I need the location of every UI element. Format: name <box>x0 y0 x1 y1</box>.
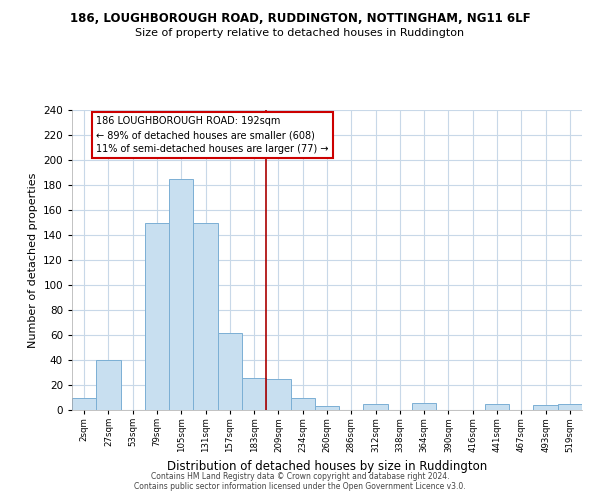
Bar <box>218 332 242 410</box>
Text: Contains public sector information licensed under the Open Government Licence v3: Contains public sector information licen… <box>134 482 466 491</box>
Bar <box>290 398 315 410</box>
Y-axis label: Number of detached properties: Number of detached properties <box>28 172 38 348</box>
X-axis label: Distribution of detached houses by size in Ruddington: Distribution of detached houses by size … <box>167 460 487 473</box>
Text: Size of property relative to detached houses in Ruddington: Size of property relative to detached ho… <box>136 28 464 38</box>
Bar <box>315 406 339 410</box>
Bar <box>485 404 509 410</box>
Bar <box>145 222 169 410</box>
Text: 186 LOUGHBOROUGH ROAD: 192sqm
← 89% of detached houses are smaller (608)
11% of : 186 LOUGHBOROUGH ROAD: 192sqm ← 89% of d… <box>96 116 329 154</box>
Bar <box>242 378 266 410</box>
Bar <box>266 379 290 410</box>
Bar <box>412 402 436 410</box>
Bar <box>193 222 218 410</box>
Text: 186, LOUGHBOROUGH ROAD, RUDDINGTON, NOTTINGHAM, NG11 6LF: 186, LOUGHBOROUGH ROAD, RUDDINGTON, NOTT… <box>70 12 530 26</box>
Bar <box>72 398 96 410</box>
Text: Contains HM Land Registry data © Crown copyright and database right 2024.: Contains HM Land Registry data © Crown c… <box>151 472 449 481</box>
Bar <box>533 405 558 410</box>
Bar <box>96 360 121 410</box>
Bar <box>364 404 388 410</box>
Bar <box>558 404 582 410</box>
Bar <box>169 179 193 410</box>
